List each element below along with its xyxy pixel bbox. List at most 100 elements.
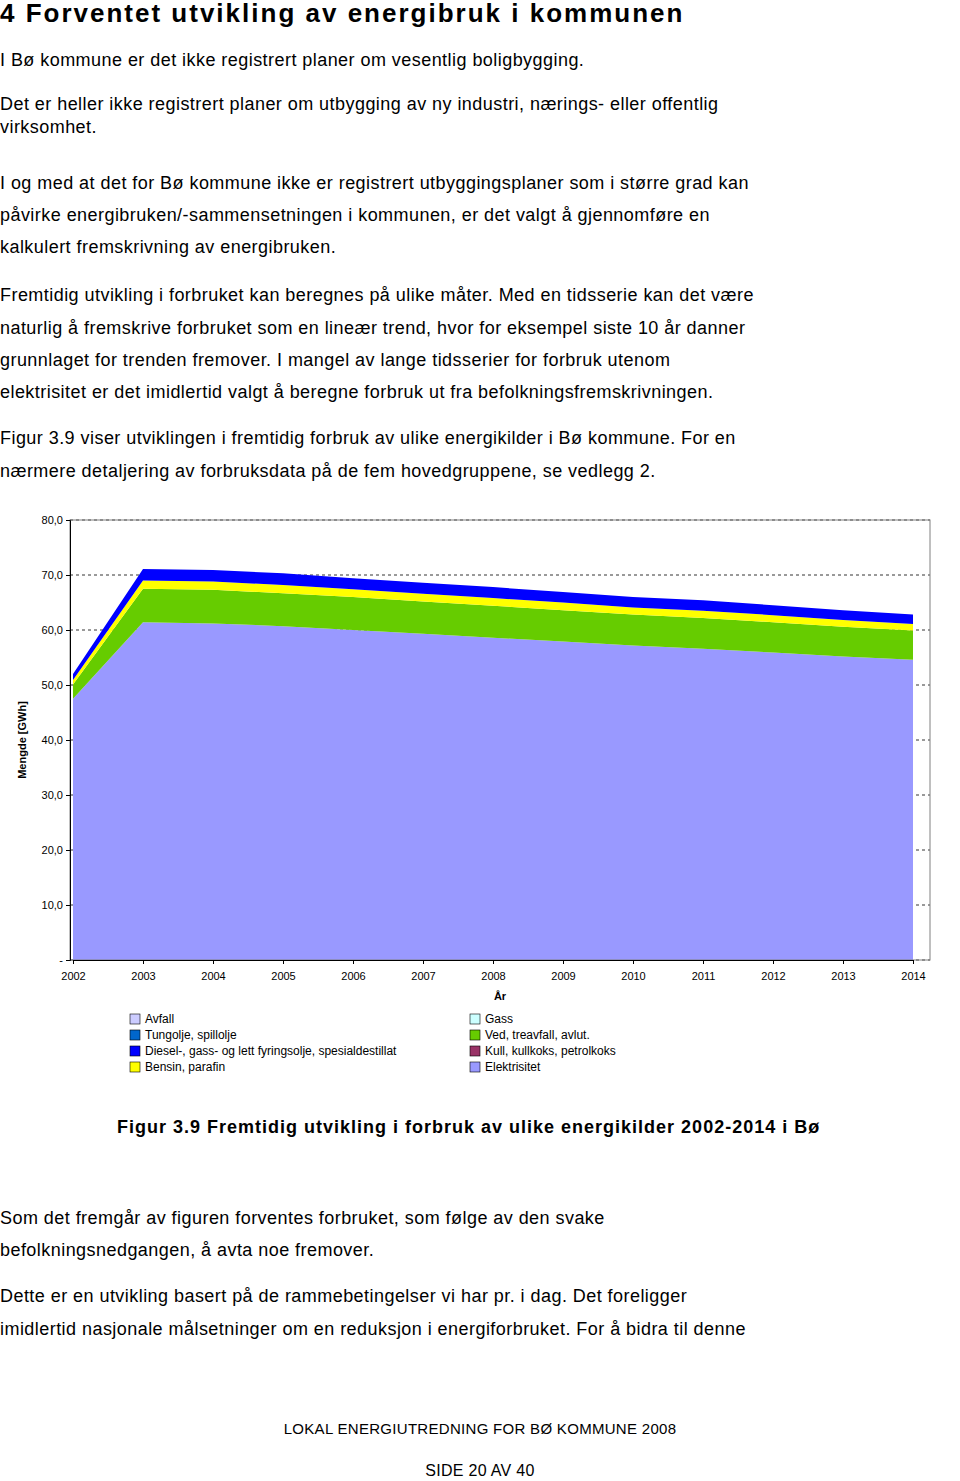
plot-background xyxy=(70,520,930,960)
tick-mark xyxy=(773,960,774,964)
tick-label: 2010 xyxy=(621,970,645,982)
legend-swatch xyxy=(470,1062,480,1072)
tick: 2010 xyxy=(621,960,645,982)
areas xyxy=(73,569,913,960)
tick-mark xyxy=(73,960,74,964)
tick: 50,0 xyxy=(42,679,70,691)
tick-mark xyxy=(493,960,494,964)
tick-mark xyxy=(703,960,704,964)
tick-mark xyxy=(143,960,144,964)
tick-label: 2006 xyxy=(341,970,365,982)
axis-line xyxy=(66,521,71,961)
tick-label: 50,0 xyxy=(42,679,63,691)
legend-swatch xyxy=(470,1030,480,1040)
tick: 70,0 xyxy=(42,569,70,581)
legend-item: Gass xyxy=(470,1012,513,1026)
tick: 40,0 xyxy=(42,734,70,746)
tick: 2005 xyxy=(271,960,295,982)
paragraph-line: Som det fremgår av figuren forventes for… xyxy=(0,1206,605,1230)
legend-item: Diesel-, gass- og lett fyringsolje, spes… xyxy=(130,1044,397,1058)
tick-mark xyxy=(913,960,914,964)
legend-label: Diesel-, gass- og lett fyringsolje, spes… xyxy=(145,1044,397,1058)
tick: 2004 xyxy=(201,960,225,982)
legend-item: Tungolje, spillolje xyxy=(130,1028,237,1042)
tick-mark xyxy=(66,960,70,961)
paragraph-line: I Bø kommune er det ikke registrert plan… xyxy=(0,48,584,72)
tick-mark xyxy=(353,960,354,964)
plot-frame xyxy=(70,520,930,960)
tick-label: 80,0 xyxy=(42,514,63,526)
tick-mark xyxy=(66,740,70,741)
paragraph-line: Fremtidig utvikling i forbruket kan bere… xyxy=(0,283,754,307)
legend-swatch xyxy=(130,1014,140,1024)
tick-label: 2009 xyxy=(551,970,575,982)
legend-item: Bensin, parafin xyxy=(130,1060,225,1074)
tick-mark xyxy=(843,960,844,964)
tick: 2014 xyxy=(901,960,925,982)
legend-label: Elektrisitet xyxy=(485,1060,541,1074)
tick: 2008 xyxy=(481,960,505,982)
paragraph-line: Det er heller ikke registrert planer om … xyxy=(0,92,719,116)
tick-mark xyxy=(423,960,424,964)
legend-item: Kull, kullkoks, petrolkoks xyxy=(470,1044,616,1058)
tick-label: 40,0 xyxy=(42,734,63,746)
tick-label: 10,0 xyxy=(42,899,63,911)
area xyxy=(73,569,913,680)
paragraph-line: Figur 3.9 viser utviklingen i fremtidig … xyxy=(0,426,736,450)
tick-label: 2005 xyxy=(271,970,295,982)
paragraph-line: virksomhet. xyxy=(0,115,97,139)
chart: - 10,0 20,0 30,0 40,0 50,0 60,0 70,0 80,0 2002 200… xyxy=(0,500,960,1090)
tick-mark xyxy=(66,905,70,906)
tick-label: - xyxy=(59,954,63,966)
legend-item: Avfall xyxy=(130,1012,174,1026)
tick-label: 20,0 xyxy=(42,844,63,856)
tick-mark xyxy=(66,795,70,796)
tick: 10,0 xyxy=(42,899,70,911)
legend-label: Tungolje, spillolje xyxy=(145,1028,237,1042)
legend-label: Kull, kullkoks, petrolkoks xyxy=(485,1044,616,1058)
tick-label: 2013 xyxy=(831,970,855,982)
area xyxy=(73,569,913,674)
paragraph-line: befolkningsnedgangen, å avta noe fremove… xyxy=(0,1238,374,1262)
paragraph-line: kalkulert fremskrivning av energibruken. xyxy=(0,235,336,259)
y-axis-title: Mengde [GWh] xyxy=(16,701,28,779)
paragraph-line: I og med at det for Bø kommune ikke er r… xyxy=(0,171,749,195)
tick: 2011 xyxy=(692,960,716,982)
legend-item: Ved, treavfall, avlut. xyxy=(470,1028,590,1042)
tick-mark xyxy=(283,960,284,964)
x-axis-title: År xyxy=(494,990,507,1002)
tick-mark xyxy=(66,520,70,521)
tick: 80,0 xyxy=(42,514,70,526)
tick-label: 2004 xyxy=(201,970,225,982)
paragraph-line: grunnlaget for trenden fremover. I mange… xyxy=(0,348,670,372)
figure-caption: Figur 3.9 Fremtidig utvikling i forbruk … xyxy=(117,1115,820,1139)
paragraph-line: nærmere detaljering av forbruksdata på d… xyxy=(0,459,656,483)
tick-label: 2012 xyxy=(761,970,785,982)
legend-label: Gass xyxy=(485,1012,513,1026)
legend-swatch xyxy=(470,1014,480,1024)
footer-page: SIDE 20 AV 40 xyxy=(0,1459,960,1481)
heading: 4 Forventet utvikling av energibruk i ko… xyxy=(0,0,684,27)
tick-mark xyxy=(66,575,70,576)
legend-swatch xyxy=(130,1062,140,1072)
legend: Avfall Tungolje, spillolje Diesel-, gass- … xyxy=(130,1012,616,1074)
paragraph-line: imidlertid nasjonale målsetninger om en … xyxy=(0,1317,746,1341)
tick-label: 30,0 xyxy=(42,789,63,801)
tick: - xyxy=(59,954,70,966)
tick-label: 2002 xyxy=(61,970,85,982)
area xyxy=(73,622,913,960)
tick: 2009 xyxy=(551,960,575,982)
tick: 60,0 xyxy=(42,624,70,636)
tick-mark xyxy=(563,960,564,964)
tick: 2012 xyxy=(761,960,785,982)
tick: 2013 xyxy=(831,960,855,982)
axis-line xyxy=(74,961,914,965)
tick-mark xyxy=(66,685,70,686)
paragraph-line: påvirke energibruken/-sammensetningen i … xyxy=(0,203,710,227)
y-axis: - 10,0 20,0 30,0 40,0 50,0 60,0 70,0 80,0 xyxy=(42,514,71,966)
legend-swatch xyxy=(130,1046,140,1056)
tick-label: 2003 xyxy=(131,970,155,982)
tick-label: 2008 xyxy=(481,970,505,982)
tick-label: 2014 xyxy=(901,970,925,982)
tick: 2003 xyxy=(131,960,155,982)
